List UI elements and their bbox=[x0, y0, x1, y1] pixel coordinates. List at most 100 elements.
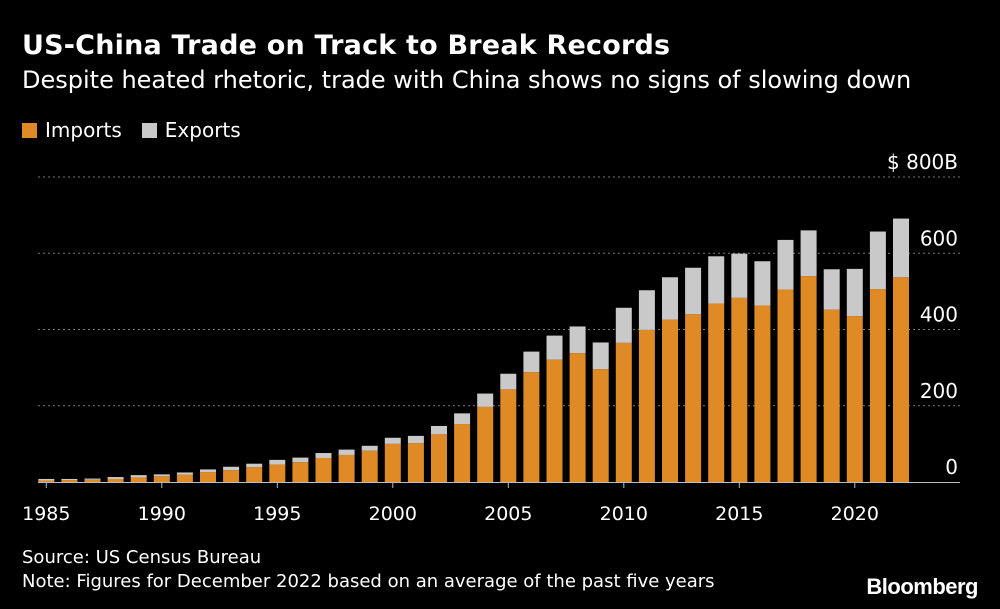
legend-label-imports: Imports bbox=[45, 118, 122, 142]
y-tick-label: 600 bbox=[920, 226, 958, 250]
x-tick-label: 2020 bbox=[831, 503, 879, 525]
bar-exports-1991 bbox=[176, 472, 193, 475]
bar-imports-2000 bbox=[384, 443, 401, 482]
bar-imports-1999 bbox=[361, 450, 378, 482]
bar-exports-2011 bbox=[638, 290, 655, 330]
legend-swatch-exports bbox=[141, 122, 157, 138]
bar-imports-1988 bbox=[107, 478, 124, 482]
legend-item-exports: Exports bbox=[141, 118, 241, 142]
bar-exports-2013 bbox=[685, 267, 702, 315]
bar-imports-1994 bbox=[246, 467, 263, 482]
x-tick-label: 2015 bbox=[715, 503, 763, 525]
bar-exports-1995 bbox=[269, 459, 286, 465]
source-note: Source: US Census Bureau bbox=[22, 547, 262, 568]
legend-label-exports: Exports bbox=[164, 118, 241, 142]
bar-exports-2007 bbox=[546, 335, 563, 360]
bar-imports-2018 bbox=[800, 276, 817, 482]
x-tick-label: 2010 bbox=[600, 503, 648, 525]
bar-imports-1998 bbox=[338, 454, 355, 482]
bar-exports-1985 bbox=[38, 478, 55, 481]
axes: 0 200 400 600 $ 800B 1985 1990 1995 2000 2005 2010… bbox=[22, 150, 960, 525]
bar-exports-2020 bbox=[846, 268, 863, 317]
bar-imports-2006 bbox=[523, 372, 540, 482]
bar-exports-2000 bbox=[384, 437, 401, 444]
bar-exports-1989 bbox=[130, 475, 147, 478]
bar-imports-1997 bbox=[315, 457, 332, 482]
bar-imports-2015 bbox=[731, 297, 748, 482]
bar-exports-1993 bbox=[223, 466, 240, 471]
bar-imports-2013 bbox=[685, 314, 702, 482]
bar-exports-2002 bbox=[431, 425, 447, 435]
y-tick-label: 200 bbox=[920, 379, 958, 403]
bar-exports-2017 bbox=[777, 239, 794, 290]
x-tick-label: 1990 bbox=[138, 503, 186, 525]
bars bbox=[38, 218, 909, 482]
x-tick-label: 1985 bbox=[22, 503, 70, 525]
chart-title: US-China Trade on Track to Break Records bbox=[22, 30, 671, 61]
bloomberg-logo: Bloomberg bbox=[866, 574, 978, 599]
bar-exports-2009 bbox=[592, 342, 609, 370]
bar-imports-1993 bbox=[223, 470, 240, 482]
bar-imports-2012 bbox=[662, 319, 678, 482]
y-tick-label: 400 bbox=[920, 303, 958, 327]
grid-lines bbox=[38, 176, 960, 407]
figure-note: Note: Figures for December 2022 based on… bbox=[22, 571, 715, 592]
chart-subtitle: Despite heated rhetoric, trade with Chin… bbox=[22, 66, 912, 94]
bar-imports-2017 bbox=[777, 289, 794, 482]
bar-imports-1991 bbox=[176, 474, 193, 482]
bar-exports-2012 bbox=[662, 277, 678, 320]
bar-exports-2010 bbox=[615, 307, 632, 343]
bar-exports-1986 bbox=[61, 478, 78, 481]
y-tick-label: $ 800B bbox=[887, 150, 958, 174]
bar-exports-2019 bbox=[823, 269, 840, 310]
bar-exports-2016 bbox=[754, 261, 771, 306]
bar-imports-1990 bbox=[153, 476, 170, 482]
x-tick-label: 1995 bbox=[253, 503, 301, 525]
bar-exports-2015 bbox=[731, 253, 748, 298]
bar-exports-1997 bbox=[315, 453, 332, 458]
bar-exports-1999 bbox=[361, 445, 378, 451]
bar-exports-2018 bbox=[800, 230, 817, 277]
bar-exports-1998 bbox=[338, 449, 355, 455]
bar-imports-2010 bbox=[615, 342, 632, 482]
bar-imports-2014 bbox=[708, 303, 725, 482]
bar-exports-2022 bbox=[893, 218, 909, 278]
x-tick-label: 2005 bbox=[484, 503, 532, 525]
bar-exports-2001 bbox=[407, 435, 424, 444]
bar-imports-2021 bbox=[869, 289, 886, 482]
x-tick-label: 2000 bbox=[369, 503, 417, 525]
bar-exports-1988 bbox=[107, 477, 124, 479]
bar-exports-2004 bbox=[477, 393, 494, 407]
y-tick-label: 0 bbox=[945, 455, 958, 479]
bar-exports-2008 bbox=[569, 326, 586, 354]
bar-imports-1985 bbox=[38, 480, 55, 482]
bar-imports-1986 bbox=[61, 480, 78, 482]
bar-imports-2004 bbox=[477, 406, 494, 482]
bar-exports-2006 bbox=[523, 351, 540, 373]
bar-exports-1987 bbox=[84, 478, 101, 480]
bar-imports-2011 bbox=[638, 329, 655, 482]
bar-exports-2005 bbox=[500, 373, 517, 390]
bar-imports-1995 bbox=[269, 464, 286, 482]
bar-imports-2016 bbox=[754, 305, 771, 482]
bar-imports-2007 bbox=[546, 359, 563, 482]
legend-swatch-imports bbox=[22, 122, 37, 138]
bar-imports-2001 bbox=[407, 443, 424, 482]
bar-exports-2014 bbox=[708, 256, 725, 304]
bar-exports-1996 bbox=[292, 457, 309, 463]
bar-imports-2002 bbox=[431, 434, 447, 482]
legend-item-imports: Imports bbox=[22, 118, 122, 142]
bar-exports-2021 bbox=[869, 231, 886, 290]
bar-imports-1989 bbox=[130, 477, 147, 482]
bar-imports-1996 bbox=[292, 462, 309, 482]
bar-exports-2003 bbox=[454, 413, 471, 425]
bar-imports-1992 bbox=[200, 472, 216, 482]
bar-imports-2008 bbox=[569, 353, 586, 482]
bar-imports-2009 bbox=[592, 369, 609, 482]
bar-imports-2019 bbox=[823, 309, 840, 482]
legend: Imports Exports bbox=[22, 118, 261, 142]
bar-exports-1992 bbox=[200, 469, 216, 473]
bar-imports-2022 bbox=[893, 277, 909, 482]
bar-imports-1987 bbox=[84, 479, 101, 482]
